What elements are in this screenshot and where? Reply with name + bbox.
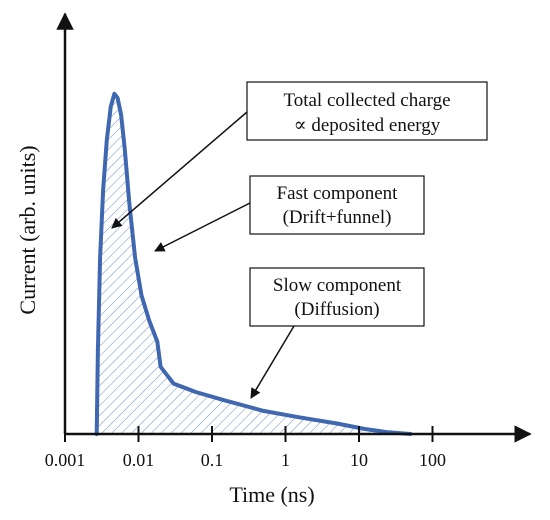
annotation-arrow-slow-component <box>250 325 295 399</box>
x-tick-label: 0.001 <box>45 450 86 470</box>
annotation-box <box>246 81 488 141</box>
x-tick-label: 10 <box>350 450 368 470</box>
x-tick-label: 0.01 <box>123 450 155 470</box>
annotation-arrow-fast-component <box>154 202 251 252</box>
annotation-text-line: Fast component <box>277 183 399 204</box>
y-axis-title: Current (arb. units) <box>15 145 40 314</box>
annotation-box <box>249 267 425 327</box>
annotation-text-line: Slow component <box>273 275 402 296</box>
annotation-fast-component: Fast component (Drift+funnel) <box>249 175 425 235</box>
x-ticks: 0.001 0.01 0.1 1 10 100 <box>45 426 446 470</box>
annotation-slow-component: Slow component (Diffusion) <box>249 267 425 327</box>
series-line <box>94 91 413 436</box>
x-tick-label: 1 <box>281 450 290 470</box>
annotation-text-line: Total collected charge <box>283 90 450 111</box>
area-fill <box>96 93 411 435</box>
x-tick-label: 0.1 <box>201 450 224 470</box>
x-axis-title: Time (ns) <box>229 482 314 507</box>
annotation-total-charge: Total collected charge ∝ deposited energ… <box>246 81 488 141</box>
annotation-text-line: (Drift+funnel) <box>283 207 392 228</box>
annotation-box <box>249 175 425 235</box>
x-tick-label: 100 <box>419 450 446 470</box>
annotation-text-line: (Diffusion) <box>294 299 379 320</box>
annotation-text-line: ∝ deposited energy <box>294 115 441 136</box>
annotation-arrow-total-charge <box>111 111 248 229</box>
